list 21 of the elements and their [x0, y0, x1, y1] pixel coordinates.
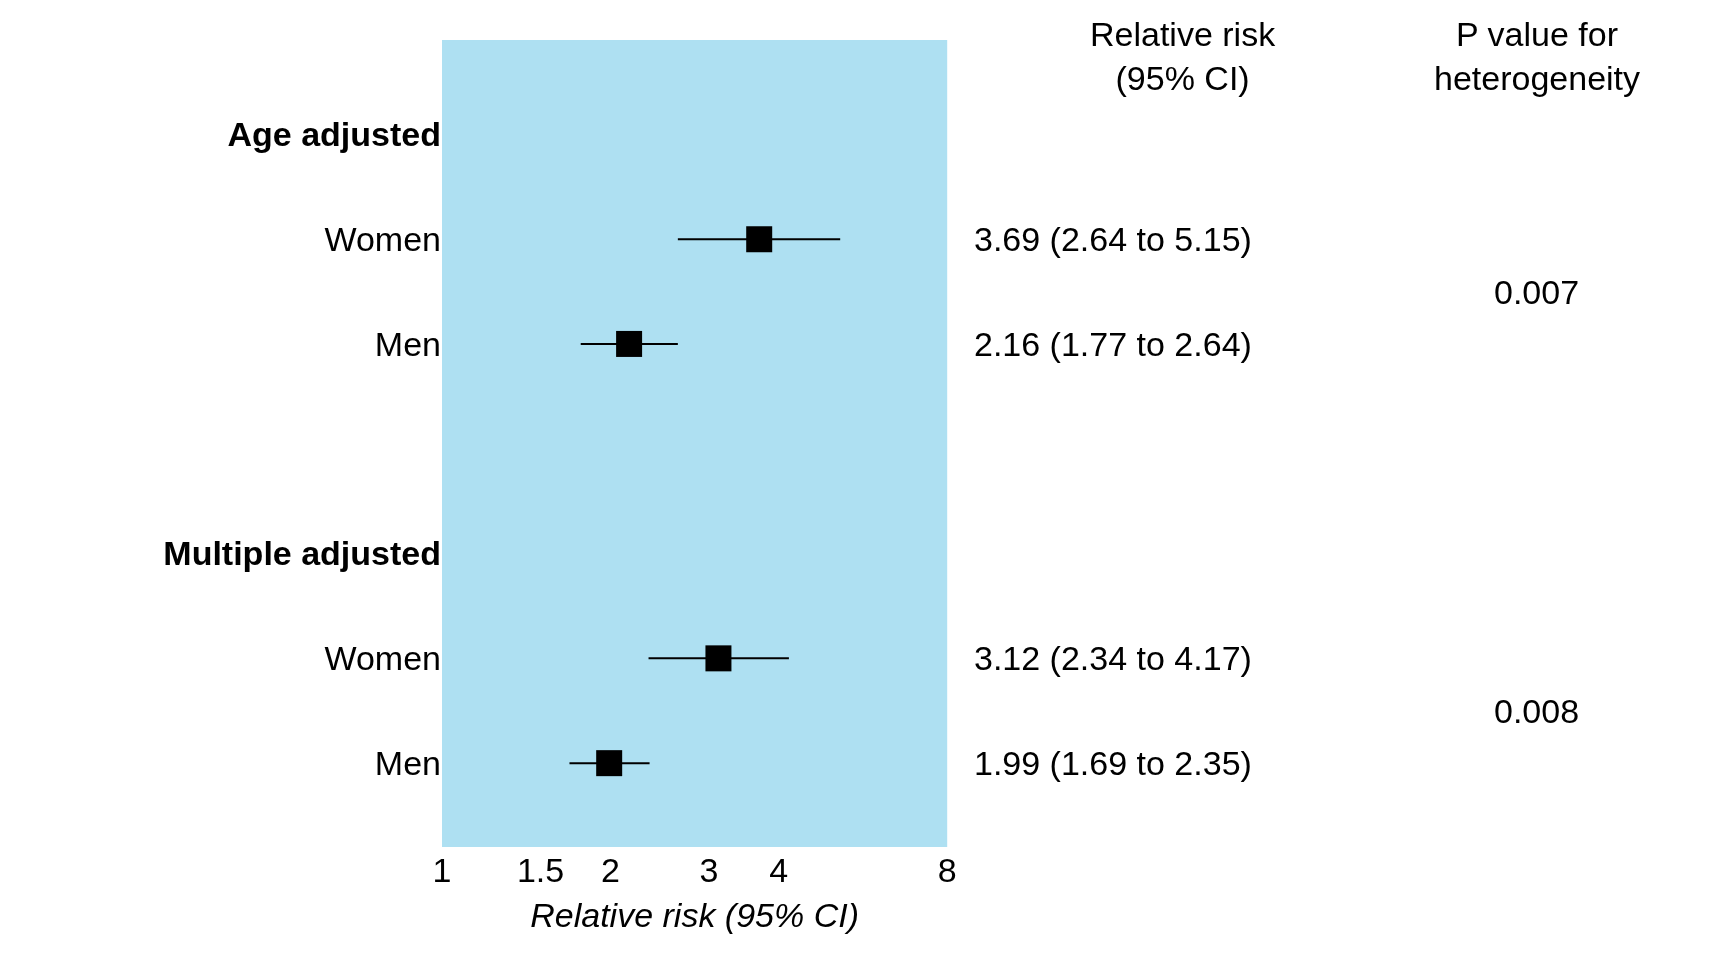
text: 0.008 — [1494, 692, 1580, 730]
y-tick-label: Women — [324, 220, 441, 259]
y-tick-label: Multiple adjusted — [163, 534, 441, 573]
data-label: 2.16 (1.77 to 2.64) — [974, 325, 1252, 363]
x-tick-label: 2 — [600, 851, 620, 889]
text: P value for heterogeneity — [1434, 15, 1641, 98]
y-tick-label: Men — [374, 744, 441, 783]
x-tick-label: 3 — [699, 851, 719, 889]
x-tick-label: 1.5 — [516, 851, 565, 889]
text: 0.007 — [1494, 273, 1580, 311]
x-tick-label: 4 — [769, 851, 789, 889]
x-tick-label: 8 — [937, 851, 957, 889]
text: Relative risk (95% CI) — [1090, 15, 1277, 98]
y-tick-label: Age adjusted — [227, 115, 441, 154]
data-label: 3.69 (2.64 to 5.15) — [974, 220, 1252, 258]
data-label: 1.99 (1.69 to 2.35) — [974, 744, 1252, 782]
x-tick-label: 1 — [432, 851, 452, 889]
y-tick-label: Men — [374, 324, 441, 363]
data-label: 3.12 (2.34 to 4.17) — [974, 639, 1252, 677]
y-tick-label: Women — [324, 639, 441, 678]
x-axis-title: Relative risk (95% CI) — [530, 896, 859, 935]
